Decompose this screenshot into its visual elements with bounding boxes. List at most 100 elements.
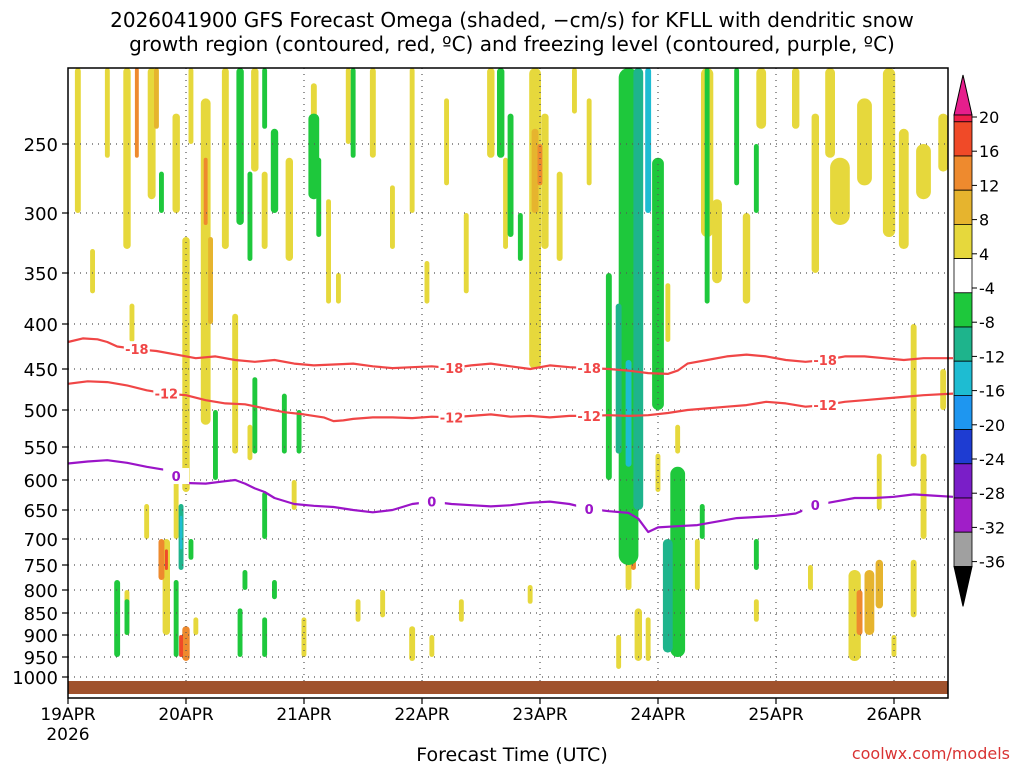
omega-shading: [74, 68, 949, 669]
shading-cell: [857, 98, 872, 186]
shading-cell: [158, 539, 165, 580]
colorbar-label: -12: [979, 347, 1005, 366]
shading-cell: [193, 617, 199, 635]
contour-label: -18: [813, 354, 837, 369]
shading-cell: [262, 492, 268, 539]
y-tick-label: 350: [24, 264, 58, 285]
ground-band: [68, 681, 948, 694]
shading-cell: [285, 157, 293, 261]
shading-cell: [301, 617, 307, 657]
shading-cell: [756, 68, 767, 129]
shading-cell: [910, 559, 917, 618]
shading-cell: [316, 157, 322, 237]
colorbar-label: 16: [979, 142, 999, 161]
contour-label-bg: [418, 493, 445, 510]
x-tick-label: 21APR: [276, 705, 332, 725]
shading-cell: [134, 68, 139, 158]
shading-cell: [164, 549, 168, 570]
x-tick-sublabel: 2026: [46, 725, 89, 745]
shading-cell: [213, 410, 218, 480]
y-tick-label: 600: [24, 471, 58, 492]
chart-title-line2: growth region (contoured, red, ºC) and f…: [129, 32, 895, 56]
colorbar-label: -24: [979, 450, 1005, 469]
contour-label-bg: [812, 352, 839, 368]
contour-label-bg: [812, 397, 839, 414]
contour-label: -12: [155, 388, 179, 403]
shading-cell: [856, 590, 863, 635]
y-tick-label: 400: [24, 315, 58, 336]
shading-cell: [90, 249, 95, 294]
shading-cell: [203, 157, 208, 225]
shading-cell: [123, 68, 131, 249]
colorbar-box: [953, 429, 973, 465]
colorbar-label: 4: [979, 245, 989, 264]
shading-cell: [251, 68, 259, 172]
colorbar-label: -16: [979, 382, 1005, 401]
contour-label-bg: [576, 407, 603, 424]
watermark: coolwx.com/models: [851, 744, 1010, 763]
shading-cell: [940, 369, 947, 410]
shading-cell: [572, 68, 577, 114]
ground-rect: [68, 681, 948, 694]
colorbar-label: -36: [979, 553, 1005, 572]
y-tick-label: 250: [24, 135, 58, 156]
contour-label-bg: [163, 468, 190, 485]
contour-label: 0: [172, 470, 181, 485]
shading-cell: [531, 128, 539, 213]
shading-cell: [882, 68, 896, 237]
colorbar-bottom-arrow: [953, 565, 973, 607]
contour-label: -18: [577, 362, 601, 377]
shading-cell: [270, 128, 279, 213]
shading-cell: [527, 585, 533, 604]
y-tick-label: 700: [24, 530, 58, 551]
shading-cell: [625, 360, 632, 467]
shading-cell: [503, 157, 508, 249]
shading-cell: [291, 480, 297, 510]
shading-cell: [586, 98, 592, 186]
shading-cell: [429, 635, 435, 657]
x-tick-label: 20APR: [158, 705, 214, 725]
colorbar-label: -4: [979, 279, 995, 298]
shading-cell: [350, 68, 356, 158]
colorbar-box: [953, 292, 973, 328]
colorbar-label: -8: [979, 313, 995, 332]
contour-label: 0: [585, 503, 594, 518]
shading-cell: [188, 68, 194, 144]
colorbar-box: [953, 531, 973, 567]
shading-cell: [336, 273, 341, 304]
shading-cell: [675, 424, 681, 454]
shading-cell: [753, 599, 759, 622]
contour-label-bg: [576, 500, 603, 517]
shading-cell: [124, 599, 130, 635]
y-tick-label: 900: [24, 626, 58, 647]
shading-cell: [380, 590, 386, 618]
contour-label: 0: [427, 496, 436, 511]
shading-cell: [699, 504, 705, 539]
shading-cell: [409, 626, 416, 661]
shading-cell: [645, 617, 651, 661]
shading-cell: [237, 608, 243, 657]
colorbar-label: 12: [979, 176, 999, 195]
contour-label: -12: [440, 411, 464, 426]
y-tick-label: 300: [24, 204, 58, 225]
shading-cell: [875, 559, 883, 609]
x-axis-title: Forecast Time (UTC): [416, 744, 608, 766]
contour-label: 0: [811, 499, 820, 514]
shading-cell: [694, 539, 700, 590]
contour-label: -12: [577, 410, 601, 425]
y-tick-label: 950: [24, 648, 58, 669]
colorbar-box: [953, 114, 973, 123]
shading-cell: [261, 171, 268, 249]
shading-cell: [458, 599, 464, 622]
shading-cell: [326, 199, 331, 304]
shading-cell: [830, 157, 850, 225]
shading-cell: [605, 273, 612, 480]
x-tick-label: 23APR: [512, 705, 568, 725]
shading-cell: [172, 113, 180, 213]
colorbar-label: -32: [979, 518, 1005, 537]
shading-cell: [742, 213, 751, 304]
shading-cell: [390, 185, 395, 249]
y-tick-label: 800: [24, 581, 58, 602]
shading-cell: [74, 68, 81, 213]
